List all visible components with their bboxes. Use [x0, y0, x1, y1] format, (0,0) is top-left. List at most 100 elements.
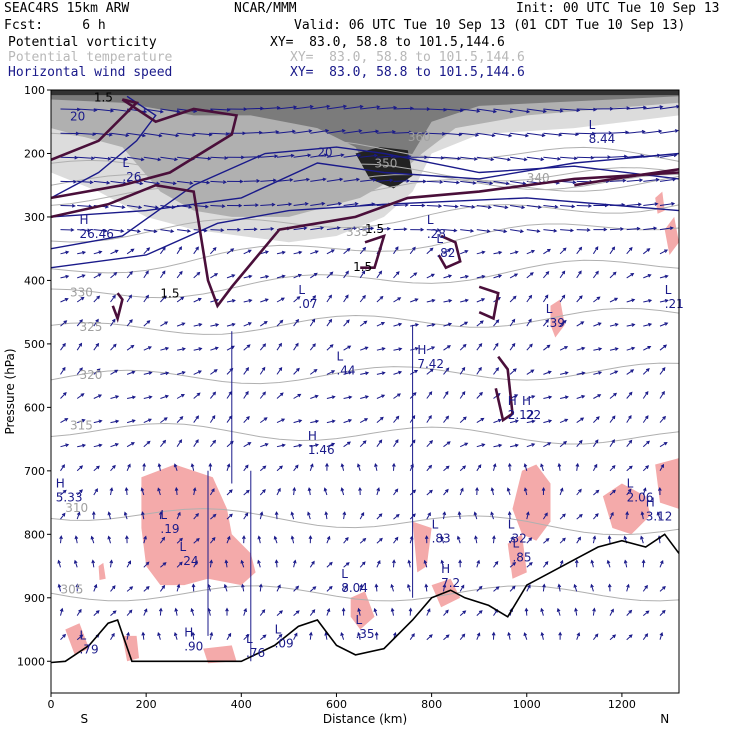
- extremum-mark-10: H: [508, 394, 517, 408]
- wind-arrow-587: [592, 463, 598, 472]
- wind-arrow-186: [77, 228, 92, 233]
- theta-label-8: 350: [375, 156, 398, 170]
- extremum-value-5: .07: [298, 297, 317, 311]
- wind-arrow-506: [476, 417, 485, 424]
- wind-arrow-118: [177, 180, 194, 185]
- wind-arrow-689: [440, 535, 445, 544]
- wind-arrow-39: [93, 132, 113, 137]
- extremum-mark-19: L: [508, 518, 515, 532]
- wind-arrow-747: [176, 583, 181, 592]
- wind-arrow-231: [210, 247, 217, 255]
- extremum-mark-20: L: [512, 537, 519, 551]
- wind-arrow-475: [576, 394, 586, 399]
- extremum-value-11: .22: [522, 408, 541, 422]
- wind-arrow-487: [160, 417, 168, 424]
- wind-arrow-72: [643, 129, 663, 134]
- wind-arrow-288: [543, 270, 550, 279]
- wind-arrow-542: [459, 442, 469, 448]
- wind-arrow-318: [426, 298, 436, 303]
- wind-arrow-125: [293, 177, 311, 182]
- wind-arrow-578: [443, 465, 450, 472]
- wind-arrow-570: [309, 463, 314, 471]
- wind-arrow-477: [609, 392, 618, 399]
- wind-arrow-769: [542, 583, 546, 592]
- wind-arrow-456: [259, 391, 266, 399]
- wind-arrow-243: [409, 246, 416, 255]
- extremum-value-23: .35: [355, 627, 374, 641]
- wind-arrow-512: [576, 417, 585, 424]
- wind-arrow-361: [526, 318, 532, 327]
- wind-arrow-275: [326, 271, 334, 279]
- wind-arrow-440: [609, 370, 619, 375]
- wind-arrow-107: [609, 154, 628, 159]
- wind-arrow-404: [626, 346, 636, 351]
- theta-label-1: 310: [65, 501, 88, 515]
- wind-arrow-698: [592, 535, 597, 544]
- wind-arrow-669: [107, 535, 112, 544]
- extremum-value-9: 7.42: [417, 357, 444, 371]
- wind-arrow-408: [76, 367, 83, 375]
- extremum-mark-5: L: [298, 283, 305, 297]
- wind-arrow-356: [443, 322, 453, 327]
- wind-arrow-169: [410, 203, 426, 208]
- wind-arrow-516: [642, 415, 649, 423]
- wind-arrow-398: [526, 343, 533, 351]
- wind-arrow-649: [393, 513, 400, 520]
- wind-arrow-425: [360, 371, 370, 376]
- wind-arrow-710: [176, 561, 183, 568]
- wind-arrow-352: [376, 322, 386, 327]
- wind-arrow-778: [76, 608, 82, 616]
- wind-arrow-551: [609, 439, 615, 447]
- wind-arrow-49: [260, 130, 280, 134]
- wind-arrow-68: [576, 131, 596, 136]
- wind-arrow-218: [609, 227, 625, 231]
- wind-arrow-202: [343, 226, 358, 231]
- wind-arrow-420: [276, 366, 283, 375]
- extremum-value-22: 7.2: [441, 576, 460, 590]
- wind-arrow-454: [226, 390, 233, 399]
- wind-arrow-89: [310, 153, 328, 158]
- wind-arrow-66: [543, 132, 563, 137]
- wind-arrow-307: [243, 298, 253, 303]
- wind-arrow-739: [659, 559, 664, 568]
- wind-arrow-71: [626, 129, 646, 134]
- wind-arrow-244: [426, 247, 434, 255]
- wind-arrow-831: [340, 632, 345, 640]
- wind-arrow-205: [393, 227, 408, 232]
- pv-label-3: 1.5: [160, 287, 179, 301]
- wind-arrow-164: [326, 201, 343, 206]
- wind-arrow-791: [293, 610, 300, 616]
- wind-arrow-656: [507, 511, 512, 520]
- wind-arrow-795: [357, 607, 361, 616]
- wind-arrow-411: [126, 370, 136, 375]
- wind-arrow-295: [659, 274, 669, 279]
- y-tick-label-3: 400: [24, 274, 45, 287]
- pink-shade-3: [655, 458, 679, 509]
- wind-arrow-543: [476, 443, 486, 448]
- wind-arrow-174: [493, 205, 509, 210]
- wind-arrow-524: [160, 439, 167, 448]
- valid-time: Valid: 06 UTC Tue 10 Sep 13 (01 CDT Tue …: [294, 18, 686, 33]
- wind-arrow-672: [159, 536, 166, 544]
- wind-arrow-123: [260, 178, 277, 183]
- wind-arrow-490: [209, 415, 216, 423]
- wind-arrow-173: [476, 205, 492, 210]
- wind-arrow-87: [276, 153, 295, 158]
- wind-arrow-384: [293, 342, 299, 351]
- wind-arrow-521: [110, 443, 119, 448]
- wind-arrow-721: [359, 561, 366, 568]
- extremum-value-8: .44: [336, 363, 355, 377]
- wind-arrow-234: [260, 250, 269, 255]
- wind-arrow-684: [359, 537, 367, 544]
- wind-arrow-553: [642, 440, 650, 448]
- wind-arrow-586: [575, 462, 580, 471]
- wind-arrow-25: [476, 108, 498, 114]
- wind-arrow-330: [626, 298, 636, 303]
- wind-arrow-300: [126, 294, 132, 303]
- extremum-mark-11: H: [522, 394, 531, 408]
- wind-arrow-738: [641, 559, 646, 568]
- wind-arrow-480: [659, 390, 665, 399]
- wind-arrow-340: [176, 322, 186, 327]
- wind-arrow-291: [593, 270, 599, 279]
- wind-arrow-737: [623, 559, 628, 568]
